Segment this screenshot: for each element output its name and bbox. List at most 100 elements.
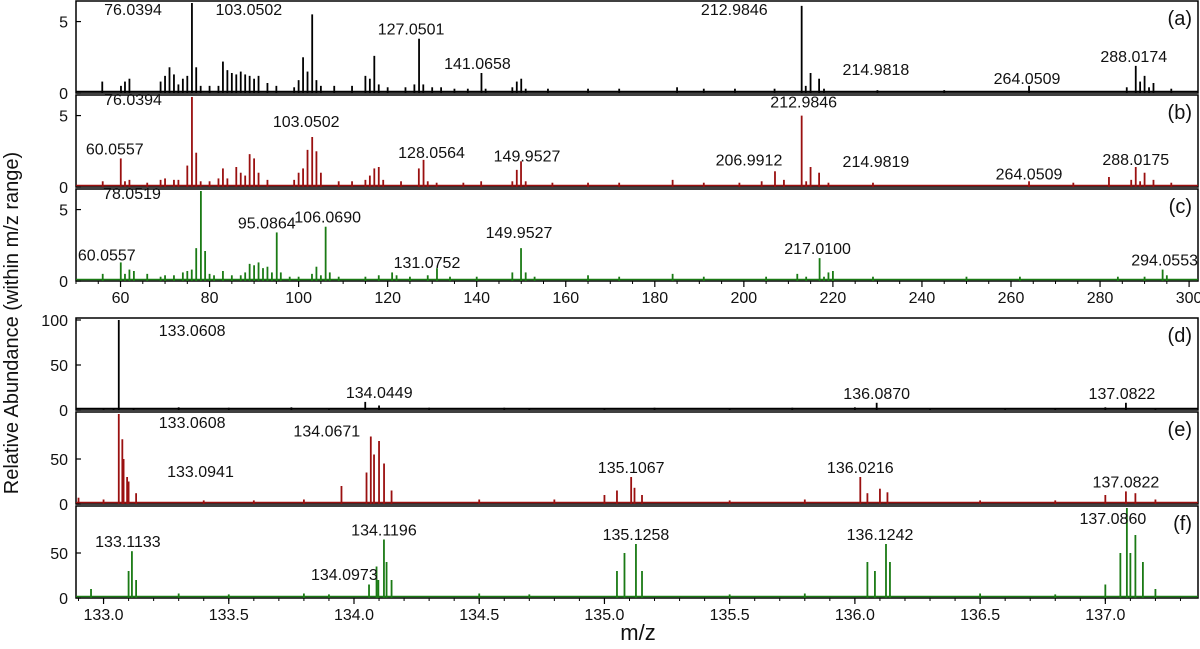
- y-tick-label: 5: [59, 109, 68, 126]
- x-tick-label: 136.0: [835, 607, 875, 624]
- peak-label: 137.0822: [1093, 474, 1160, 491]
- peak-label: 127.0501: [378, 22, 445, 39]
- peak-label: 288.0175: [1102, 152, 1169, 169]
- peak-label: 76.0394: [104, 92, 162, 109]
- x-tick-label: 260: [998, 290, 1025, 307]
- x-tick-label: 137.0: [1085, 607, 1125, 624]
- peak-label: 133.0608: [159, 415, 226, 432]
- panel-frame: [75, 188, 1199, 282]
- panel-label: (b): [1168, 102, 1192, 124]
- x-tick-label: 160: [552, 290, 579, 307]
- peak-label: 264.0509: [996, 166, 1063, 183]
- peak-label: 103.0502: [215, 2, 282, 19]
- x-tick-label: 135.0: [584, 607, 624, 624]
- x-tick-label: 136.5: [960, 607, 1000, 624]
- peak-label: 214.9819: [843, 154, 910, 171]
- peak-label: 137.0822: [1089, 386, 1156, 403]
- panel-f: 0 50 (f) 133.1133 134.0973 134.1196 135.1258 13…: [50, 505, 1199, 608]
- x-tick-label: 120: [374, 290, 401, 307]
- peak-label: 214.9818: [843, 62, 910, 79]
- x-tick-label: 134.5: [459, 607, 499, 624]
- y-tick-label: 50: [50, 452, 68, 469]
- panel-b: 0 5 (b) 60.0557 76.0394 103.0502 128.0564 149.9…: [59, 92, 1199, 197]
- peak-label: 76.0394: [104, 2, 162, 19]
- peak-label: 264.0509: [994, 71, 1061, 88]
- peak-label: 134.0973: [311, 567, 378, 584]
- y-tick-label: 0: [59, 497, 68, 514]
- spectra-panels: 0 5 (a) 76.0394 103.0502 127.0501 141.0658 212.…: [41, 0, 1200, 624]
- peak-label: 135.1067: [598, 460, 665, 477]
- y-tick-label: 50: [50, 358, 68, 375]
- peak-label: 133.1133: [95, 534, 161, 551]
- panel-label: (d): [1168, 325, 1192, 347]
- x-tick-label: 135.5: [710, 607, 750, 624]
- peak-label: 134.1196: [351, 523, 417, 540]
- y-tick-label: 100: [41, 313, 68, 330]
- x-tick-label: 133.0: [84, 607, 124, 624]
- peak-label: 128.0564: [398, 145, 465, 162]
- peak-label: 141.0658: [444, 56, 511, 73]
- panel-frame: [75, 411, 1199, 505]
- x-axis-label: m/z: [620, 620, 655, 645]
- peak-label: 60.0557: [86, 141, 144, 158]
- peak-label: 294.0553: [1131, 253, 1198, 270]
- y-tick-label: 50: [50, 546, 68, 563]
- peak-label: 133.0608: [159, 323, 226, 340]
- peak-label: 133.0941: [167, 464, 234, 481]
- peak-label: 288.0174: [1100, 49, 1167, 66]
- panel-label: (f): [1173, 513, 1192, 535]
- peak-label: 60.0557: [78, 247, 136, 264]
- x-tick-label: 100: [285, 290, 312, 307]
- panel-d: 0 50 100 (d) 133.0608 134.0449 136.0870 137.082…: [41, 313, 1199, 420]
- y-tick-label: 5: [59, 15, 68, 32]
- peak-label: 217.0100: [784, 241, 851, 258]
- x-tick-label: 134.0: [334, 607, 374, 624]
- y-tick-label: 0: [59, 274, 68, 291]
- panel-label: (a): [1168, 8, 1192, 30]
- y-tick-label: 0: [59, 180, 68, 197]
- panel-a: 0 5 (a) 76.0394 103.0502 127.0501 141.0658 212.…: [59, 0, 1199, 103]
- peak-label: 212.9846: [770, 95, 837, 112]
- peak-label: 131.0752: [394, 255, 461, 272]
- y-tick-label: 0: [59, 403, 68, 420]
- peak-label: 137.0860: [1080, 511, 1147, 528]
- peak-label: 135.1258: [603, 527, 670, 544]
- x-tick-label: 133.5: [209, 607, 249, 624]
- peak-label: 95.0864: [238, 215, 296, 232]
- peak-label: 106.0690: [294, 210, 361, 227]
- peak-label: 136.1242: [847, 527, 914, 544]
- x-tick-label: 240: [909, 290, 936, 307]
- peak-label: 149.9527: [486, 225, 553, 242]
- panel-e: 0 50 (e) 133.0608 133.0941 134.0671 135.1067 13…: [50, 411, 1199, 514]
- y-axis-label: Relative Abundance (within m/z range): [1, 152, 23, 494]
- peak-label: 212.9846: [701, 2, 768, 19]
- peak-label: 134.0449: [346, 385, 413, 402]
- x-tick-label: 60: [112, 290, 130, 307]
- x-tick-label: 280: [1087, 290, 1114, 307]
- peak-label: 136.0870: [843, 386, 910, 403]
- y-tick-label: 5: [59, 203, 68, 220]
- peak-label: 134.0671: [293, 424, 360, 441]
- panel-label: (c): [1169, 196, 1192, 218]
- panel-frame: [75, 505, 1199, 599]
- peak-label: 103.0502: [273, 114, 340, 131]
- x-tick-label: 180: [641, 290, 668, 307]
- peak-label: 149.9527: [494, 148, 561, 165]
- peak-label: 78.0519: [103, 186, 161, 203]
- panel-frame: [75, 317, 1199, 411]
- x-axis-top-group: 60 80 100 120 140 160 180 200 220 240 260 280 300: [75, 281, 1200, 307]
- y-tick-label: 0: [59, 591, 68, 608]
- x-tick-label: 140: [463, 290, 490, 307]
- x-tick-label: 300: [1176, 290, 1200, 307]
- peak-label: 206.9912: [716, 152, 783, 169]
- x-tick-label: 80: [201, 290, 219, 307]
- panel-frame: [75, 0, 1199, 94]
- panel-frame: [75, 94, 1199, 188]
- y-tick-label: 0: [59, 86, 68, 103]
- panel-label: (e): [1168, 419, 1192, 441]
- x-tick-label: 220: [820, 290, 847, 307]
- x-axis-bottom-group: 133.0 133.5 134.0 134.5 135.0 135.5 136.0 136.5…: [78, 598, 1181, 624]
- x-tick-label: 200: [731, 290, 758, 307]
